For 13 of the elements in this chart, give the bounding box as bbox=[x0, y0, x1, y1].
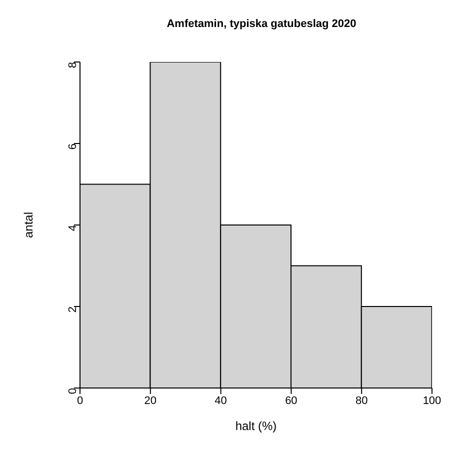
x-axis-title: halt (%) bbox=[235, 419, 277, 433]
y-tick-label: 6 bbox=[66, 144, 79, 150]
x-tick-label: 100 bbox=[422, 394, 442, 407]
y-tick-label: 2 bbox=[66, 306, 79, 313]
x-tick-label: 40 bbox=[214, 394, 227, 407]
x-tick-label: 60 bbox=[285, 394, 298, 407]
x-tick-label: 20 bbox=[144, 394, 157, 407]
x-tick-label: 80 bbox=[355, 394, 368, 407]
chart-title: Amfetamin, typiska gatubeslag 2020 bbox=[166, 18, 358, 30]
y-axis-title: antal bbox=[21, 212, 36, 238]
y-tick-label: 8 bbox=[66, 62, 79, 68]
y-tick-label: 0 bbox=[66, 388, 79, 394]
y-tick-label: 4 bbox=[66, 225, 79, 232]
